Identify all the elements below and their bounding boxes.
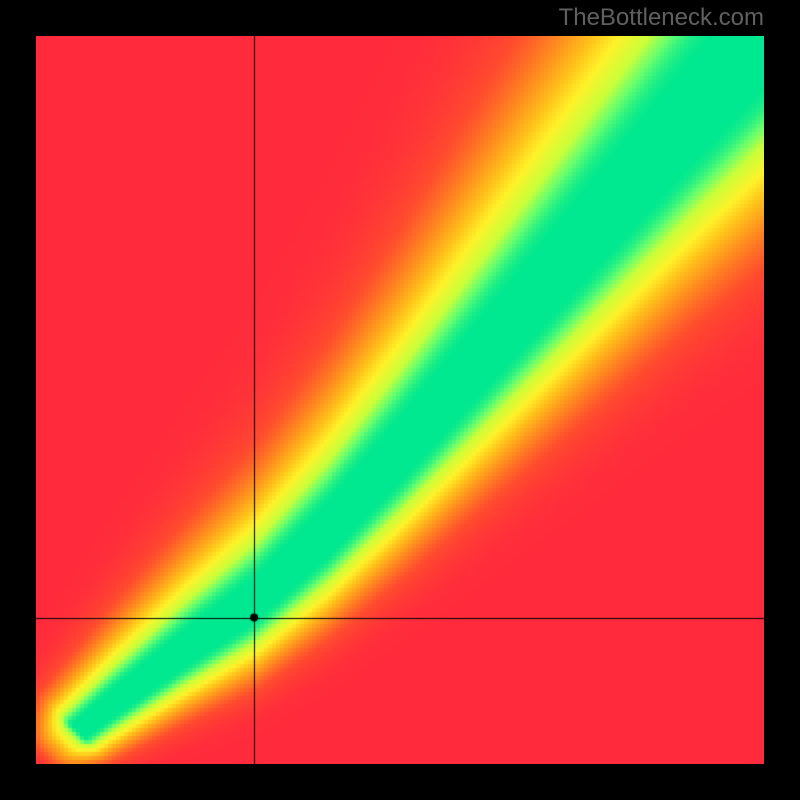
bottleneck-heatmap: [36, 36, 764, 764]
watermark-text: TheBottleneck.com: [559, 4, 764, 32]
chart-container: TheBottleneck.com: [0, 0, 800, 800]
